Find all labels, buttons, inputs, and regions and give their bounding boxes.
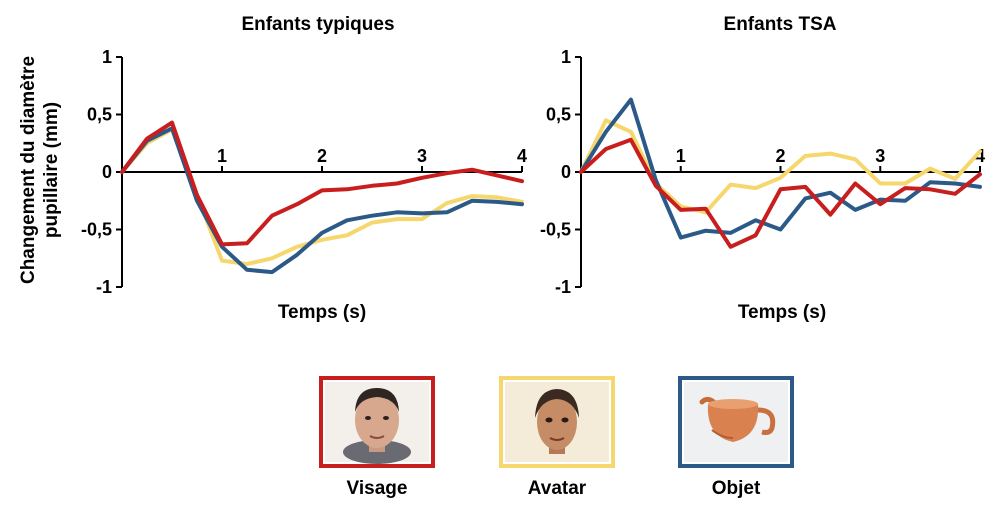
x-tick-label: 2	[775, 146, 785, 166]
y-axis-label-line-2: pupillaire (mm)	[41, 102, 62, 238]
series-line-visage	[120, 120, 524, 247]
chart-panel-tsa: Enfants TSA 1 0,5 0 -0,5 -1 1 2 3 4 Temps (s)	[540, 14, 985, 323]
x-tick-label: 4	[517, 146, 527, 166]
y-tick-label: 0,5	[87, 105, 112, 125]
face-photo-icon	[325, 382, 429, 464]
y-tick-label: -0,5	[81, 220, 112, 240]
legend-item-visage: Visage	[319, 376, 435, 499]
x-tick-label: 1	[217, 146, 227, 166]
y-tick-label: -0,5	[540, 220, 571, 240]
series-group	[120, 120, 524, 275]
avatar-face-icon	[505, 382, 609, 462]
y-tick-label: 0	[561, 162, 571, 182]
chart-title: Enfants TSA	[724, 14, 837, 35]
series-line-visage	[579, 137, 982, 249]
legend-label-avatar: Avatar	[528, 478, 587, 499]
legend-item-objet: Objet	[678, 376, 794, 499]
x-tick-label: 3	[417, 146, 427, 166]
tick-group: 1 0,5 0 -0,5 -1 1 2 3 4	[540, 47, 985, 297]
x-tick-label: 2	[317, 146, 327, 166]
series-group	[579, 97, 982, 249]
legend-label-visage: Visage	[347, 478, 408, 499]
x-axis-label: Temps (s)	[278, 302, 366, 323]
teapot-icon	[684, 382, 788, 462]
x-tick-label: 4	[975, 146, 985, 166]
chart-panel-typical: Enfants typiques 1 0,5 0 -0,5 -1 1 2 3 4 Temps (…	[81, 14, 527, 323]
x-axis-label: Temps (s)	[738, 302, 826, 323]
series-line-objet	[579, 97, 982, 240]
y-axis-label-line-1: Changement du diamètre	[18, 56, 39, 284]
y-tick-label: -1	[555, 277, 571, 297]
tick-group: 1 0,5 0 -0,5 -1 1 2 3 4	[81, 47, 527, 297]
legend: Visage Avatar	[319, 376, 794, 499]
legend-item-avatar: Avatar	[499, 376, 615, 499]
chart-title: Enfants typiques	[241, 14, 394, 35]
x-tick-label: 1	[676, 146, 686, 166]
y-tick-label: 1	[102, 47, 112, 67]
y-tick-label: 0	[102, 162, 112, 182]
y-tick-label: 0,5	[546, 105, 571, 125]
x-tick-label: 3	[875, 146, 885, 166]
y-tick-label: -1	[96, 277, 112, 297]
y-tick-label: 1	[561, 47, 571, 67]
legend-label-objet: Objet	[712, 478, 761, 499]
